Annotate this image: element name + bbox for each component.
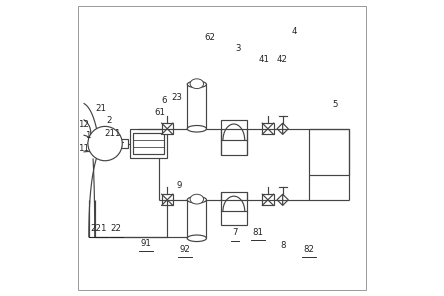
Text: 6: 6	[161, 96, 166, 104]
Text: 7: 7	[232, 229, 238, 237]
Text: 22: 22	[111, 224, 122, 233]
Text: 9: 9	[177, 181, 182, 190]
Text: 62: 62	[205, 33, 216, 41]
Text: 91: 91	[140, 239, 151, 248]
Text: 82: 82	[303, 245, 314, 254]
Bar	[162, 123, 173, 134]
Bar	[121, 139, 128, 148]
Ellipse shape	[187, 235, 206, 242]
Text: 42: 42	[276, 55, 287, 64]
Ellipse shape	[190, 79, 203, 89]
Text: 3: 3	[235, 44, 241, 53]
Text: 41: 41	[259, 55, 270, 64]
Ellipse shape	[187, 197, 206, 203]
Bar	[130, 129, 167, 158]
Ellipse shape	[187, 126, 206, 132]
Polygon shape	[277, 123, 283, 134]
Bar	[262, 123, 274, 134]
Polygon shape	[283, 123, 288, 134]
Text: 1: 1	[85, 131, 91, 140]
Text: 23: 23	[171, 93, 182, 102]
Text: 8: 8	[281, 241, 286, 250]
Text: 5: 5	[332, 100, 338, 109]
Text: 61: 61	[155, 108, 165, 117]
Text: 11: 11	[78, 144, 89, 153]
Bar	[221, 192, 247, 225]
Bar	[262, 194, 274, 205]
Text: 12: 12	[78, 120, 89, 129]
Text: 4: 4	[291, 27, 297, 36]
Bar	[162, 194, 173, 205]
Bar	[309, 129, 349, 175]
Polygon shape	[283, 194, 288, 205]
Text: 21: 21	[95, 104, 106, 112]
Text: 2: 2	[106, 116, 111, 125]
Bar	[133, 133, 164, 154]
Text: 211: 211	[105, 129, 121, 138]
Bar	[187, 200, 206, 238]
Ellipse shape	[190, 194, 203, 204]
Text: 81: 81	[253, 228, 264, 237]
Ellipse shape	[187, 81, 206, 88]
Circle shape	[88, 126, 122, 161]
Polygon shape	[277, 194, 283, 205]
Text: 92: 92	[179, 245, 190, 254]
Text: 221: 221	[90, 224, 107, 233]
Bar	[187, 84, 206, 129]
Bar	[221, 120, 247, 155]
